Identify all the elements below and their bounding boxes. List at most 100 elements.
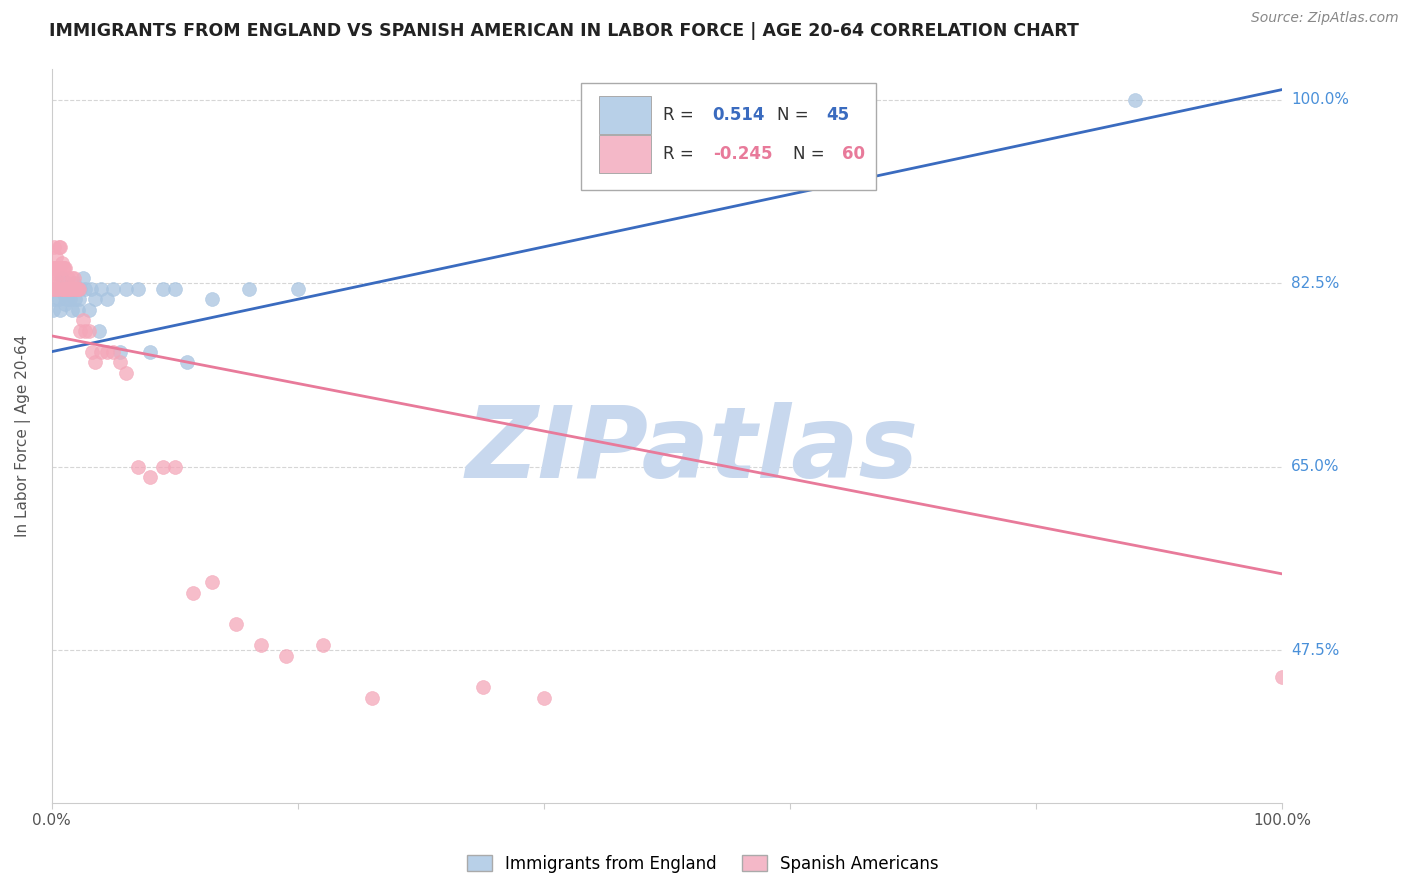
Point xyxy=(311,638,333,652)
Point xyxy=(201,292,224,306)
Text: ZIPatlas: ZIPatlas xyxy=(465,401,918,499)
Point xyxy=(46,282,69,296)
Point xyxy=(84,292,107,306)
Point xyxy=(114,366,136,380)
Text: 60: 60 xyxy=(842,145,865,163)
Point xyxy=(56,287,79,301)
Point xyxy=(73,324,96,338)
Point xyxy=(66,282,89,296)
Point xyxy=(52,277,75,291)
Point xyxy=(73,282,96,296)
Point xyxy=(72,271,94,285)
Point xyxy=(72,313,94,327)
Point xyxy=(60,271,83,285)
Point xyxy=(225,617,247,632)
Point xyxy=(103,282,125,296)
Text: 100.0%: 100.0% xyxy=(1291,93,1348,107)
Point xyxy=(56,282,79,296)
Point xyxy=(77,302,100,317)
Point xyxy=(67,282,90,296)
Point xyxy=(108,344,131,359)
Point xyxy=(42,260,65,275)
Point xyxy=(48,240,70,254)
Point xyxy=(53,282,76,296)
Point xyxy=(96,344,118,359)
Point xyxy=(49,240,72,254)
Point xyxy=(53,297,76,311)
Point xyxy=(183,586,205,600)
Legend: Immigrants from England, Spanish Americans: Immigrants from England, Spanish America… xyxy=(460,848,946,880)
Point xyxy=(49,302,72,317)
Point xyxy=(44,292,66,306)
Point xyxy=(471,680,494,694)
Point xyxy=(49,271,72,285)
Point xyxy=(77,324,100,338)
Point xyxy=(114,282,136,296)
Point xyxy=(90,344,112,359)
Point xyxy=(52,260,75,275)
Point xyxy=(108,355,131,369)
Text: R =: R = xyxy=(664,145,699,163)
Point xyxy=(53,282,76,296)
Point xyxy=(46,282,69,296)
Point xyxy=(53,287,76,301)
Point xyxy=(63,271,86,285)
Point xyxy=(53,260,76,275)
Point xyxy=(163,282,186,296)
Point xyxy=(65,282,87,296)
Point xyxy=(45,282,67,296)
Point xyxy=(65,282,87,296)
Y-axis label: In Labor Force | Age 20-64: In Labor Force | Age 20-64 xyxy=(15,334,31,537)
FancyBboxPatch shape xyxy=(599,95,651,134)
Point xyxy=(42,302,65,317)
Point xyxy=(96,292,118,306)
Point xyxy=(90,282,112,296)
Point xyxy=(59,292,82,306)
Point xyxy=(80,282,103,296)
Text: N =: N = xyxy=(776,106,814,124)
Point xyxy=(60,282,83,296)
Point xyxy=(360,690,382,705)
Point xyxy=(274,648,297,663)
Point xyxy=(59,282,82,296)
Point xyxy=(51,271,73,285)
Point xyxy=(48,292,70,306)
Point xyxy=(44,282,66,296)
Point xyxy=(49,282,72,296)
Point xyxy=(127,282,149,296)
Point xyxy=(163,460,186,475)
Point xyxy=(533,690,555,705)
Point xyxy=(238,282,260,296)
Point xyxy=(44,260,66,275)
Point xyxy=(287,282,309,296)
Point xyxy=(139,344,162,359)
Text: R =: R = xyxy=(664,106,699,124)
Point xyxy=(44,271,66,285)
Point xyxy=(62,282,84,296)
Point xyxy=(42,271,65,285)
Point xyxy=(55,282,77,296)
Point xyxy=(45,260,67,275)
Point xyxy=(48,260,70,275)
FancyBboxPatch shape xyxy=(581,83,876,190)
Point xyxy=(201,575,224,590)
Point xyxy=(51,282,73,296)
Point xyxy=(69,324,91,338)
Point xyxy=(63,292,86,306)
Point xyxy=(44,240,66,254)
Point xyxy=(127,460,149,475)
Point xyxy=(152,282,174,296)
Point xyxy=(62,282,84,296)
Point xyxy=(60,302,83,317)
Point xyxy=(63,277,86,291)
Text: Source: ZipAtlas.com: Source: ZipAtlas.com xyxy=(1251,11,1399,25)
Point xyxy=(52,282,75,296)
FancyBboxPatch shape xyxy=(599,136,651,173)
Point xyxy=(53,282,76,296)
Point xyxy=(56,271,79,285)
Point xyxy=(44,250,66,264)
Point xyxy=(42,282,65,296)
Text: 0.514: 0.514 xyxy=(713,106,765,124)
Point xyxy=(53,260,76,275)
Point xyxy=(58,282,80,296)
